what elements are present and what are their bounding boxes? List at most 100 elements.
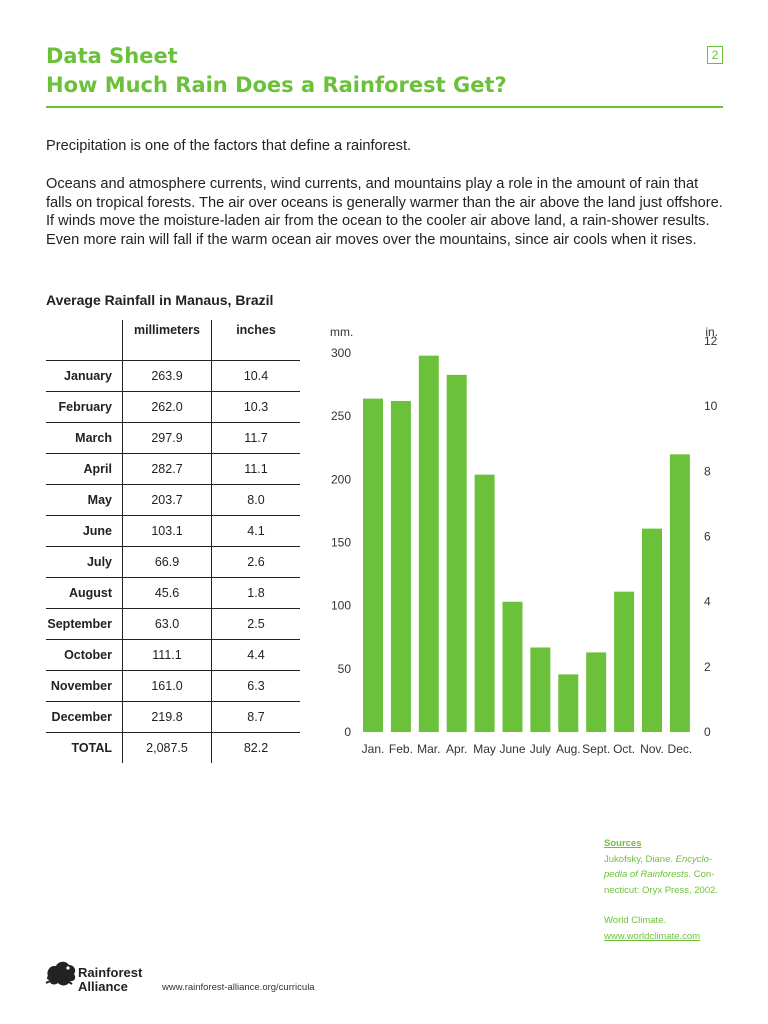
table-header-row: millimeters inches xyxy=(46,320,300,361)
millimeters-cell: 262.0 xyxy=(122,391,212,423)
x-tick-label: Dec. xyxy=(668,742,693,756)
y-tick-label: 250 xyxy=(331,409,351,423)
source-citation-2: World Climate. xyxy=(604,915,667,926)
table-row: May 203.7 8.0 xyxy=(46,484,300,516)
month-cell: February xyxy=(46,391,123,423)
y2-tick-label: 8 xyxy=(704,464,711,478)
bar-feb xyxy=(390,401,411,732)
source-link[interactable]: www.worldclimate.com xyxy=(604,930,701,942)
table-row: August 45.6 1.8 xyxy=(46,577,300,609)
millimeters-cell: 161.0 xyxy=(122,670,212,702)
bar-jan xyxy=(363,398,383,732)
millimeters-cell: 63.0 xyxy=(122,608,212,640)
y2-tick-label: 12 xyxy=(704,334,718,348)
inches-cell: 11.1 xyxy=(211,453,300,485)
month-cell: January xyxy=(46,360,123,392)
table-row: February 262.0 10.3 xyxy=(46,391,300,423)
inches-cell: 82.2 xyxy=(211,732,300,763)
x-tick-label: May xyxy=(473,742,496,756)
sources-heading: Sources xyxy=(604,838,642,849)
inches-cell: 6.3 xyxy=(211,670,300,702)
month-cell: October xyxy=(46,639,123,671)
header-inches: inches xyxy=(211,320,300,361)
table-row: TOTAL 2,087.5 82.2 xyxy=(46,732,300,763)
table-row: June 103.1 4.1 xyxy=(46,515,300,547)
millimeters-cell: 111.1 xyxy=(122,639,212,671)
y2-tick-label: 0 xyxy=(704,725,711,739)
x-tick-label: June xyxy=(499,742,525,756)
title-line-2: How Much Rain Does a Rainforest Get? xyxy=(46,73,507,97)
millimeters-cell: 45.6 xyxy=(122,577,212,609)
millimeters-cell: 66.9 xyxy=(122,546,212,578)
y2-tick-label: 2 xyxy=(704,660,711,674)
table-body: January 263.9 10.4 February 262.0 10.3 March 29… xyxy=(46,360,300,763)
y-tick-label: 50 xyxy=(338,662,352,676)
header-millimeters: millimeters xyxy=(122,320,212,361)
source-citation-1: Jukofsky, Diane. Encyclo-pedia of Rainfo… xyxy=(604,853,719,896)
month-cell: July xyxy=(46,546,123,578)
inches-cell: 8.7 xyxy=(211,701,300,733)
bar-mar xyxy=(418,355,439,732)
bar-june xyxy=(502,601,523,732)
x-tick-label: Jan. xyxy=(362,742,385,756)
inches-cell: 8.0 xyxy=(211,484,300,516)
millimeters-cell: 219.8 xyxy=(122,701,212,733)
y-tick-label: 300 xyxy=(331,346,351,360)
x-tick-label: Aug. xyxy=(556,742,581,756)
bar-may xyxy=(474,474,495,732)
table-row: April 282.7 11.1 xyxy=(46,453,300,485)
y2-tick-label: 4 xyxy=(704,595,711,609)
inches-cell: 4.1 xyxy=(211,515,300,547)
millimeters-cell: 2,087.5 xyxy=(122,732,212,763)
y2-tick-label: 6 xyxy=(704,530,711,544)
x-tick-label: Sept. xyxy=(582,742,610,756)
millimeters-cell: 203.7 xyxy=(122,484,212,516)
rainfall-table: millimeters inches January 263.9 10.4 Febru… xyxy=(46,320,300,763)
inches-cell: 11.7 xyxy=(211,422,300,454)
bar-nov xyxy=(642,528,662,732)
x-tick-label: July xyxy=(530,742,551,756)
table-row: November 161.0 6.3 xyxy=(46,670,300,702)
bar-sept xyxy=(586,652,607,732)
table-row: December 219.8 8.7 xyxy=(46,701,300,733)
sources-block: Sources Jukofsky, Diane. Encyclo-pedia o… xyxy=(604,836,724,944)
x-tick-label: Apr. xyxy=(446,742,467,756)
y-tick-label: 200 xyxy=(331,472,351,486)
month-cell: April xyxy=(46,453,123,485)
millimeters-cell: 103.1 xyxy=(122,515,212,547)
month-cell: August xyxy=(46,577,123,609)
page-title: Data Sheet How Much Rain Does a Rainfore… xyxy=(46,42,507,100)
frog-logo-icon xyxy=(45,961,76,986)
x-tick-label: Feb. xyxy=(389,742,413,756)
table-row: March 297.9 11.7 xyxy=(46,422,300,454)
table-title: Average Rainfall in Manaus, Brazil xyxy=(46,292,274,308)
inches-cell: 4.4 xyxy=(211,639,300,671)
y-tick-label: 0 xyxy=(344,725,351,739)
y-tick-label: 150 xyxy=(331,536,351,550)
x-tick-label: Nov. xyxy=(640,742,664,756)
month-cell: March xyxy=(46,422,123,454)
rainfall-bar-chart: mm. in. 0 50 100 150 200 250 300 0 2 4 6 8 10 12 Jan. Feb… xyxy=(330,325,718,756)
bar-apr xyxy=(446,374,467,732)
millimeters-cell: 297.9 xyxy=(122,422,212,454)
y2-axis-label: in. xyxy=(705,325,718,339)
page-number-badge: 2 xyxy=(707,46,723,64)
month-cell: TOTAL xyxy=(46,732,123,763)
table-row: July 66.9 2.6 xyxy=(46,546,300,578)
bar-july xyxy=(530,647,551,732)
inches-cell: 2.6 xyxy=(211,546,300,578)
title-line-1: Data Sheet xyxy=(46,44,178,68)
table-row: October 111.1 4.4 xyxy=(46,639,300,671)
month-cell: June xyxy=(46,515,123,547)
inches-cell: 2.5 xyxy=(211,608,300,640)
header-divider xyxy=(46,106,723,108)
month-cell: November xyxy=(46,670,123,702)
millimeters-cell: 263.9 xyxy=(122,360,212,392)
bar-dec xyxy=(669,454,690,732)
table-row: September 63.0 2.5 xyxy=(46,608,300,640)
footer-url[interactable]: www.rainforest-alliance.org/curricula xyxy=(162,982,315,993)
y-tick-label: 100 xyxy=(331,599,351,613)
inches-cell: 10.4 xyxy=(243,369,269,383)
y2-tick-label: 10 xyxy=(704,399,718,413)
month-cell: May xyxy=(46,484,123,516)
